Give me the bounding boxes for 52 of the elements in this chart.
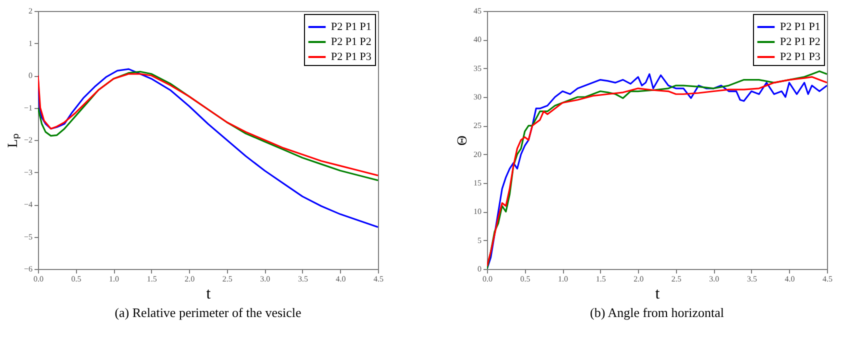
x-tick-label: 1.5 [596,274,606,284]
x-axis-title: t [206,286,212,302]
legend-label: P2 P1 P2 [331,36,372,48]
x-tick-label: 4.5 [374,274,384,284]
x-tick-label: 1.5 [146,274,157,284]
legend-label: P2 P1 P3 [331,51,372,63]
legend-label: P2 P1 P3 [780,51,821,63]
x-tick-label: 3.5 [298,274,308,284]
y-tick-label: −3 [24,168,32,177]
y-tick-label: 20 [474,150,482,159]
x-tick-label: 4.0 [784,274,795,284]
x-tick-label: 2.5 [671,274,682,284]
y-tick-label: 0 [478,264,482,274]
y-tick-label: 5 [478,236,482,245]
y-tick-label: 30 [474,92,482,102]
y-tick-label: −4 [24,200,32,209]
x-tick-label: 3.0 [260,274,270,284]
x-tick-label: 4.0 [336,274,346,284]
x-tick-label: 0.0 [482,274,492,284]
x-tick-label: 3.0 [709,274,720,284]
y-tick-label: −5 [24,232,32,242]
x-tick-label: 1.0 [558,274,568,284]
y-tick-label: 35 [474,64,482,73]
x-tick-label: 2.5 [222,274,232,284]
x-tick-label: 0.0 [34,274,44,284]
y-tick-label: 40 [474,35,482,44]
legend-label: P2 P1 P1 [331,21,372,33]
text: (b) Angle from horizontal [590,305,724,320]
y-tick-label: −6 [24,264,32,274]
x-tick-label: 3.5 [746,274,757,284]
x-tick-label: 2.0 [184,274,195,284]
y-axis-title: Lₚ [6,133,21,148]
text: (a) Relative perimeter of the vesicle [114,305,302,320]
y-tick-label: 10 [474,207,482,216]
y-tick-label: 1 [28,38,32,48]
y-tick-label: 0 [28,71,32,80]
x-tick-label: 0.5 [71,274,82,284]
line-series [38,68,378,228]
x-tick-label: 1.0 [109,274,120,284]
x-tick-label: 0.5 [520,274,530,284]
y-axis-title: Θ [456,135,470,146]
y-tick-label: 45 [474,6,482,16]
y-tick-label: 15 [474,178,482,188]
x-tick-label: 2.0 [634,274,644,284]
legend-label: P2 P1 P2 [780,36,820,48]
legend-label: P2 P1 P1 [780,21,820,33]
x-tick-label: 4.5 [822,274,832,284]
y-tick-label: −2 [24,136,32,144]
y-tick-label: 25 [474,121,482,130]
y-tick-label: 2 [28,6,32,16]
y-tick-label: −1 [24,103,32,112]
x-axis-title: t [655,286,660,302]
